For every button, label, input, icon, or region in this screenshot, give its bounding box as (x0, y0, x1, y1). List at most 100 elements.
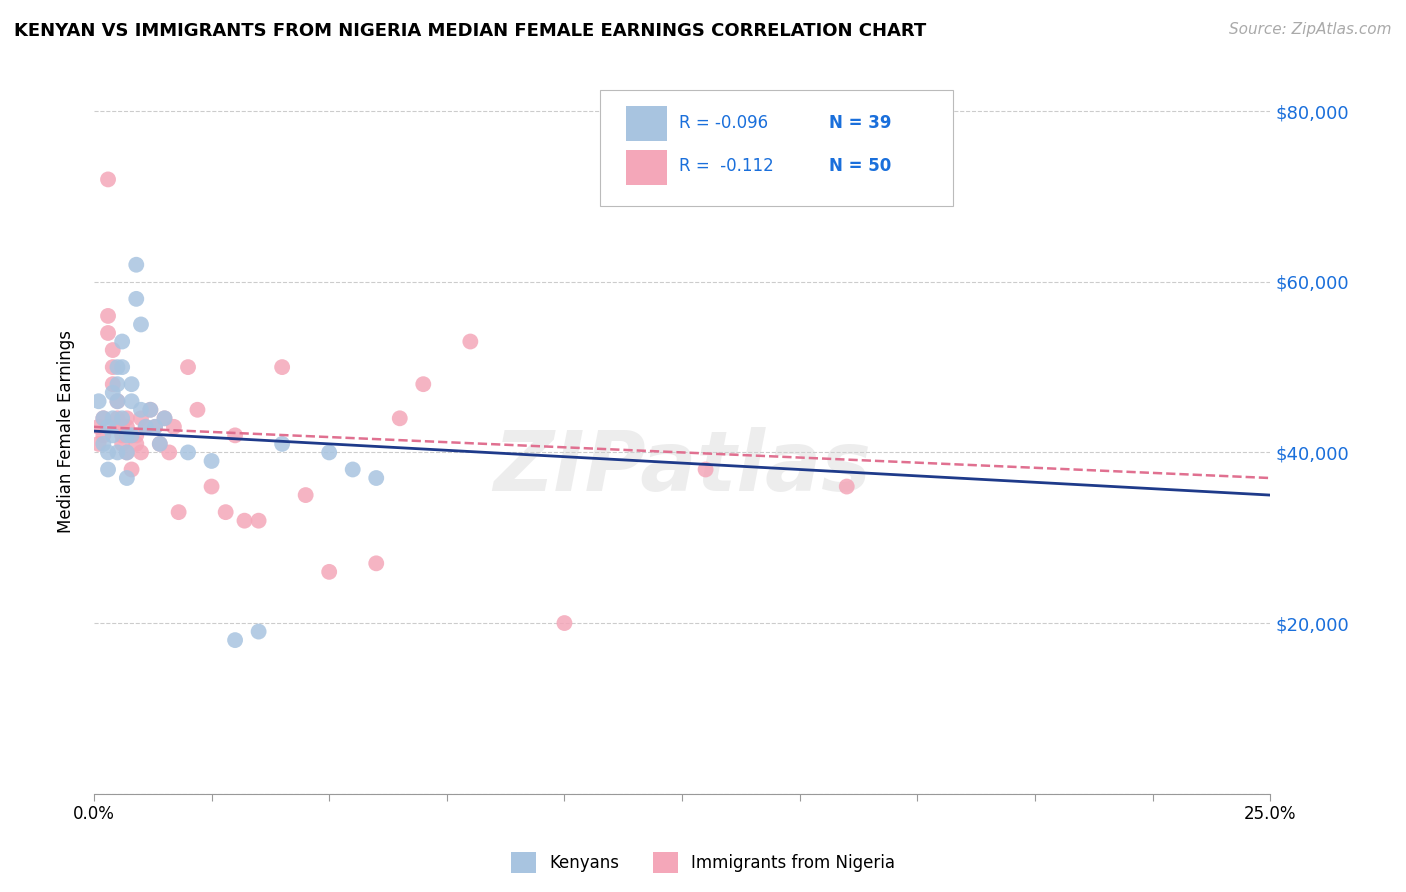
FancyBboxPatch shape (600, 90, 953, 206)
Point (129, 402, 152, 417)
Legend: Kenyans, Immigrants from Nigeria: Kenyans, Immigrants from Nigeria (505, 846, 901, 880)
Point (107, 360, 129, 375)
Point (125, 428, 148, 442)
Point (177, 360, 200, 375)
Point (200, 479, 222, 493)
Point (107, 394, 129, 409)
Point (167, 505, 190, 519)
Point (163, 420, 186, 434)
Point (101, 360, 124, 375)
Point (115, 411, 138, 425)
Point (101, 411, 124, 425)
Point (107, 377, 129, 392)
Point (318, 565, 340, 579)
Point (115, 445, 138, 459)
Point (224, 633, 246, 648)
Point (97, 326, 120, 340)
Point (460, 334, 482, 349)
Point (107, 420, 129, 434)
Text: Source: ZipAtlas.com: Source: ZipAtlas.com (1229, 22, 1392, 37)
Point (125, 258, 148, 272)
Text: N = 39: N = 39 (830, 114, 891, 132)
Point (107, 411, 129, 425)
Point (107, 445, 129, 459)
Point (91, 437, 114, 451)
Point (129, 318, 152, 332)
Text: R = -0.096: R = -0.096 (679, 114, 768, 132)
Point (129, 445, 152, 459)
Point (412, 377, 434, 392)
Point (153, 411, 176, 425)
Point (139, 402, 162, 417)
Point (121, 428, 143, 442)
Point (115, 471, 138, 485)
FancyBboxPatch shape (626, 150, 666, 185)
Point (97, 445, 120, 459)
Point (129, 411, 152, 425)
Point (121, 428, 143, 442)
Point (87, 420, 110, 434)
Point (107, 394, 129, 409)
Point (200, 454, 222, 468)
Point (115, 428, 138, 442)
Point (233, 514, 256, 528)
Point (135, 420, 157, 434)
Point (186, 402, 208, 417)
Point (224, 428, 246, 442)
Y-axis label: Median Female Earnings: Median Female Earnings (58, 330, 75, 533)
Point (215, 505, 238, 519)
Point (366, 557, 388, 571)
Point (91, 411, 114, 425)
Point (111, 360, 134, 375)
Point (121, 394, 143, 409)
Point (553, 615, 575, 630)
Point (97, 172, 120, 186)
Point (101, 385, 124, 400)
Text: KENYAN VS IMMIGRANTS FROM NIGERIA MEDIAN FEMALE EARNINGS CORRELATION CHART: KENYAN VS IMMIGRANTS FROM NIGERIA MEDIAN… (14, 22, 927, 40)
Text: R =  -0.112: R = -0.112 (679, 157, 773, 176)
Point (695, 462, 717, 476)
Point (247, 514, 270, 528)
Point (149, 437, 172, 451)
Point (143, 420, 166, 434)
Point (97, 462, 120, 476)
Point (177, 445, 200, 459)
Point (247, 624, 270, 639)
Point (121, 462, 143, 476)
Point (101, 428, 124, 442)
Point (366, 471, 388, 485)
Point (342, 462, 364, 476)
Text: ZIPatlas: ZIPatlas (494, 427, 870, 508)
Point (294, 488, 316, 502)
Point (121, 377, 143, 392)
Point (388, 411, 411, 425)
Point (101, 377, 124, 392)
Point (111, 334, 134, 349)
Point (111, 420, 134, 434)
Point (135, 420, 157, 434)
Point (157, 445, 180, 459)
Point (125, 292, 148, 306)
Point (271, 360, 294, 375)
Point (153, 411, 176, 425)
Point (143, 420, 166, 434)
Point (111, 428, 134, 442)
Point (835, 479, 858, 493)
Point (111, 437, 134, 451)
Point (125, 437, 148, 451)
FancyBboxPatch shape (626, 106, 666, 141)
Point (87, 394, 110, 409)
Point (139, 402, 162, 417)
Point (91, 428, 114, 442)
Point (97, 309, 120, 323)
Point (101, 343, 124, 357)
Point (97, 420, 120, 434)
Point (318, 445, 340, 459)
Point (115, 445, 138, 459)
Point (271, 437, 294, 451)
Point (149, 437, 172, 451)
Point (111, 411, 134, 425)
Point (87, 437, 110, 451)
Point (115, 420, 138, 434)
Point (91, 411, 114, 425)
